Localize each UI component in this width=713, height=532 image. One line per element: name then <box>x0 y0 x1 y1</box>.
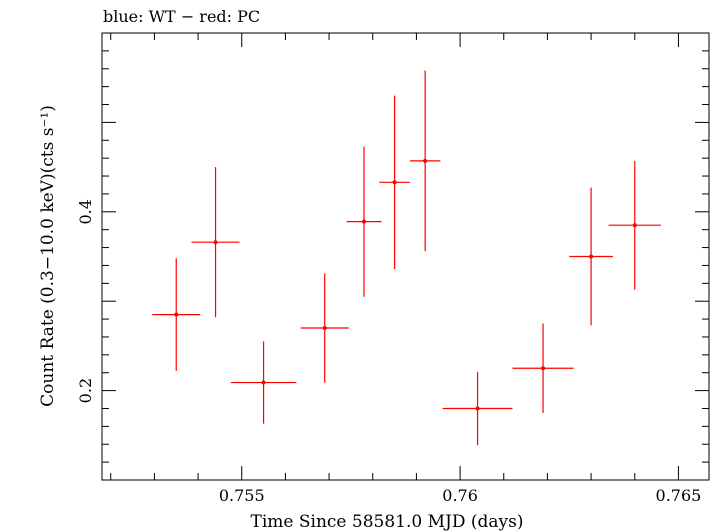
point-marker <box>261 380 266 385</box>
y-axis-label: Count Rate (0.3−10.0 keV)(cts s⁻¹) <box>38 105 58 407</box>
data-point <box>346 146 382 297</box>
data-point <box>442 371 513 446</box>
data-point <box>230 341 297 424</box>
data-point <box>379 95 410 270</box>
data-point <box>300 273 349 383</box>
point-marker <box>174 312 179 317</box>
x-axis-label: Time Since 58581.0 MJD (days) <box>251 512 524 532</box>
data-points <box>152 70 661 446</box>
data-point <box>608 160 661 290</box>
series-legend-text: blue: WT − red: PC <box>103 7 260 26</box>
point-marker <box>541 366 546 371</box>
x-tick-label: 0.76 <box>442 486 478 505</box>
point-marker <box>322 326 327 331</box>
data-point <box>569 187 613 326</box>
x-tick-label: 0.765 <box>656 486 702 505</box>
point-marker <box>392 180 397 185</box>
x-tick-label: 0.755 <box>219 486 265 505</box>
y-tick-label: 0.2 <box>76 378 95 403</box>
point-marker <box>362 219 367 224</box>
point-marker <box>213 240 218 245</box>
y-tick-label: 0.4 <box>76 199 95 224</box>
point-marker <box>475 406 480 411</box>
point-marker <box>423 158 428 163</box>
data-point <box>152 258 201 371</box>
point-marker <box>589 254 594 259</box>
axis-ticks: 0.755 0.76 0.765 0.2 0.4 <box>76 32 709 505</box>
plot-frame <box>101 32 710 481</box>
data-point <box>409 70 441 252</box>
data-point <box>191 167 240 318</box>
point-marker <box>632 223 637 228</box>
data-point <box>512 323 574 413</box>
